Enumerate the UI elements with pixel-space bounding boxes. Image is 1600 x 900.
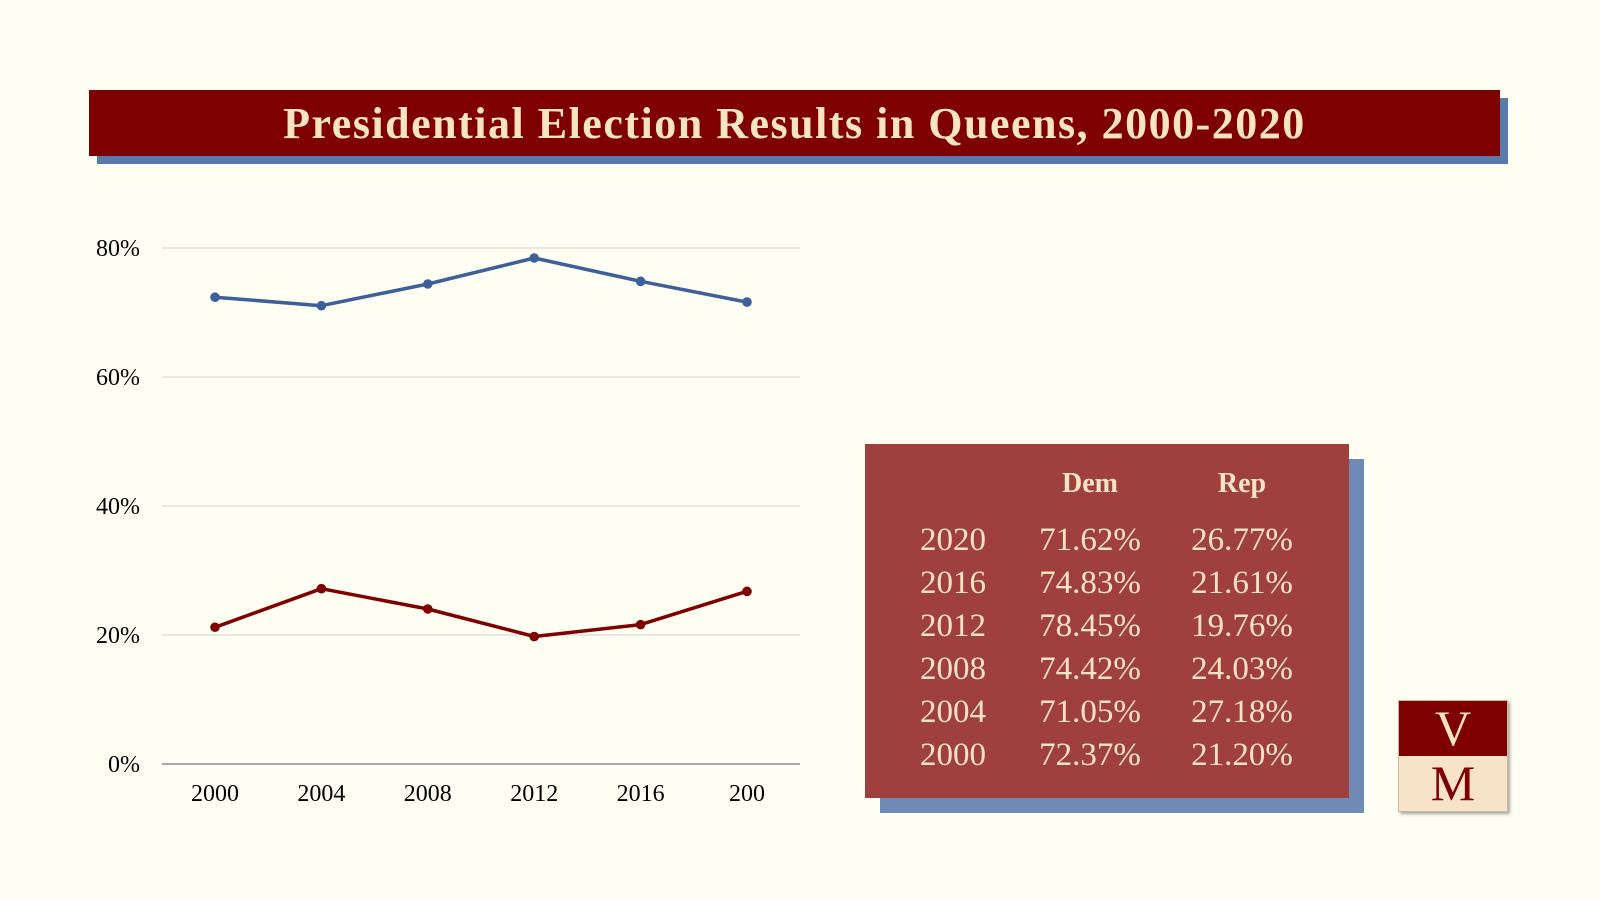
row-year: 2008 [920, 651, 986, 687]
data-point [742, 297, 752, 307]
logo-letter-v: V [1399, 701, 1507, 756]
row-rep-value: 19.76% [1191, 608, 1293, 644]
vm-logo: V M [1398, 700, 1508, 812]
table-row: 2008 74.42% 24.03% [865, 647, 1349, 691]
row-dem-value: 74.42% [1039, 651, 1141, 687]
header-dem: Dem [1062, 468, 1118, 499]
row-rep-value: 26.77% [1191, 522, 1293, 558]
row-year: 2000 [920, 737, 986, 773]
x-tick-label: 2004 [297, 781, 345, 807]
row-year: 2004 [920, 694, 986, 730]
table-row: 2000 72.37% 21.20% [865, 733, 1349, 777]
row-year: 2016 [920, 565, 986, 601]
row-rep-value: 21.20% [1191, 737, 1293, 773]
data-point [316, 583, 327, 594]
y-tick-label: 60% [96, 365, 140, 391]
row-dem-value: 74.83% [1039, 565, 1141, 601]
x-tick-label: 2008 [404, 781, 452, 807]
x-tick-label: 2016 [617, 781, 665, 807]
y-tick-label: 40% [96, 494, 140, 520]
logo-letter-m: M [1399, 756, 1507, 811]
title-banner: Presidential Election Results in Queens,… [89, 90, 1500, 156]
table-row: 2004 71.05% 27.18% [865, 690, 1349, 734]
line-chart: 0% 20% 40% 60% 80% 2000 2004 2008 2012 2016 200 [96, 236, 800, 807]
x-tick-label: 200 [729, 781, 765, 807]
data-point [742, 586, 752, 597]
y-tick-label: 80% [96, 236, 140, 262]
row-rep-value: 27.18% [1191, 694, 1293, 730]
data-point [529, 631, 539, 642]
table-row: 2020 71.62% 26.77% [865, 518, 1349, 562]
row-year: 2012 [920, 608, 986, 644]
data-point [635, 276, 646, 287]
row-dem-value: 71.05% [1039, 694, 1141, 730]
x-tick-label: 2000 [191, 781, 239, 807]
row-rep-value: 24.03% [1191, 651, 1293, 687]
row-year: 2020 [920, 522, 986, 558]
header-rep: Rep [1217, 468, 1267, 499]
row-dem-value: 78.45% [1039, 608, 1141, 644]
row-dem-value: 72.37% [1039, 737, 1141, 773]
data-point [316, 300, 327, 311]
table-row: 2012 78.45% 19.76% [865, 604, 1349, 648]
table-row: 2016 74.83% 21.61% [865, 561, 1349, 605]
series-line-2 [213, 586, 749, 639]
row-dem-value: 71.62% [1039, 522, 1141, 558]
series-line-1 [213, 256, 749, 308]
y-tick-label: 0% [108, 752, 140, 778]
page-title: Presidential Election Results in Queens,… [283, 98, 1306, 148]
x-tick-label: 2012 [510, 781, 558, 807]
data-point [210, 292, 220, 303]
data-point [635, 619, 646, 630]
table-header: Dem Rep [865, 462, 1349, 506]
row-rep-value: 21.61% [1191, 565, 1293, 601]
y-tick-label: 20% [96, 623, 140, 649]
data-point [210, 622, 220, 633]
results-table: Dem Rep 2020 71.62% 26.77% 2016 74.83% 2… [865, 444, 1349, 798]
data-point [423, 279, 433, 289]
data-point [423, 604, 433, 614]
data-point [529, 253, 539, 263]
